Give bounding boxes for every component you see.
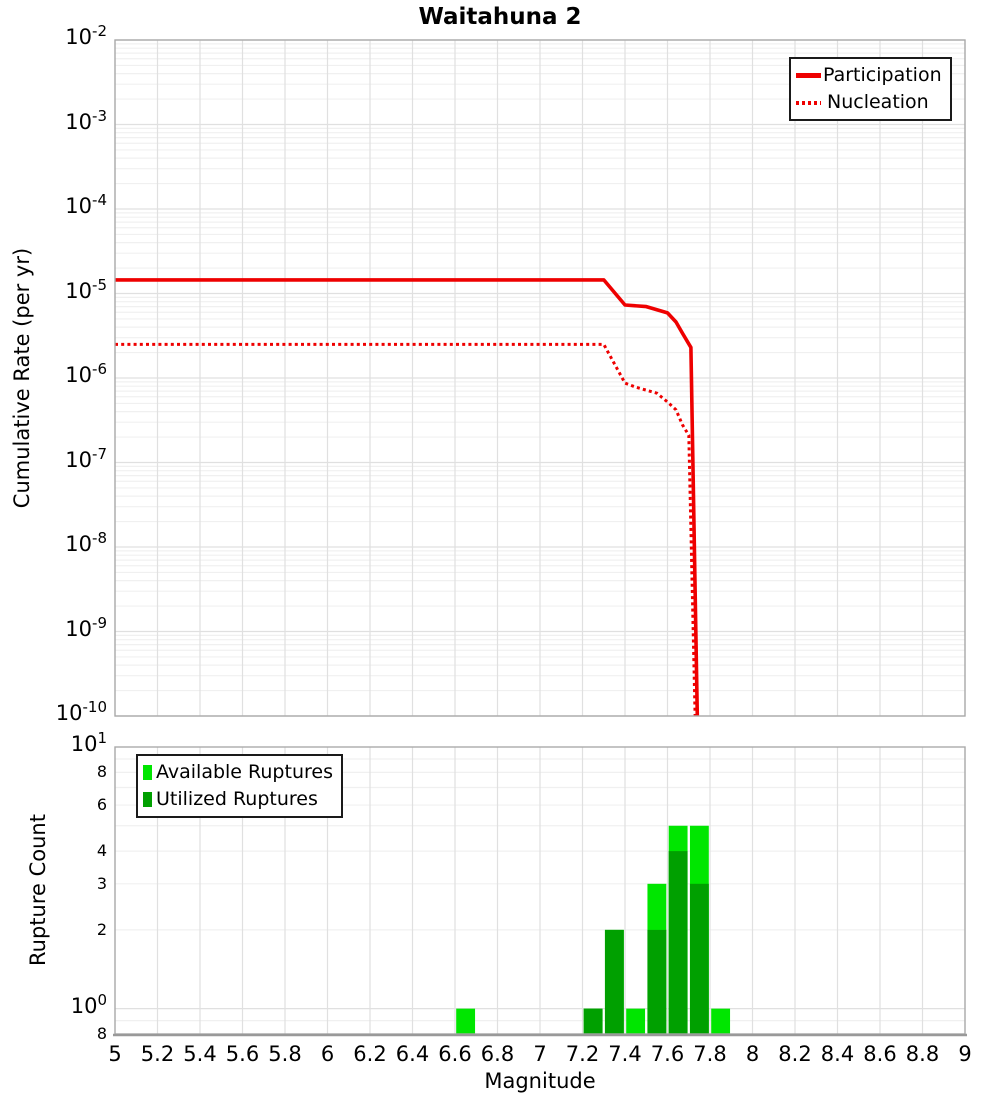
x-tick-label: 8	[745, 1042, 760, 1066]
available-bar	[626, 1008, 646, 1034]
participation-line-swatch	[796, 73, 821, 78]
bottom-y-tick-label: 4	[96, 841, 107, 861]
bottom-y-tick-label: 8	[96, 1024, 107, 1043]
nucleation-legend-label: Nucleation	[827, 91, 929, 113]
x-tick-label: 5.6	[225, 1042, 260, 1066]
x-tick-label: 5.4	[183, 1042, 217, 1066]
rate-legend: Participation Nucleation	[789, 57, 952, 121]
bottom-y-tick-label: 2	[96, 919, 107, 939]
legend-row-utilized: Utilized Ruptures	[143, 786, 333, 813]
utilized-bar	[604, 929, 624, 1034]
x-tick-label: 5	[108, 1042, 122, 1066]
bottom-y-tick-label: 8	[96, 762, 107, 782]
x-tick-label: 9	[958, 1042, 972, 1066]
utilized-legend-label: Utilized Ruptures	[156, 788, 318, 810]
legend-row-nucleation: Nucleation	[796, 89, 942, 116]
participation-legend-label: Participation	[823, 64, 942, 86]
rupture-legend: Available Ruptures Utilized Ruptures	[136, 754, 343, 818]
available-ruptures-swatch	[143, 765, 152, 780]
top-y-tick-label: 10-3	[65, 106, 107, 134]
available-legend-label: Available Ruptures	[156, 761, 333, 783]
top-y-tick-label: 10-9	[65, 613, 107, 641]
x-tick-label: 7.8	[693, 1042, 727, 1066]
top-y-tick-label: 10-5	[65, 275, 107, 303]
legend-row-available: Available Ruptures	[143, 759, 333, 786]
bottom-y-tick-label: 101	[70, 729, 107, 757]
utilized-bar	[668, 851, 688, 1034]
x-tick-label: 6	[320, 1042, 335, 1066]
x-tick-label: 5.8	[268, 1042, 302, 1066]
available-bar	[711, 1008, 731, 1034]
x-tick-label: 6.2	[353, 1042, 387, 1066]
utilized-bar	[689, 883, 709, 1034]
top-y-tick-label: 10-7	[65, 444, 107, 472]
nucleation-line	[115, 342, 697, 717]
utilized-bar	[647, 929, 667, 1034]
x-tick-label: 6.6	[438, 1042, 472, 1066]
top-y-tick-label: 10-10	[55, 698, 107, 726]
x-tick-label: 6.8	[480, 1042, 515, 1066]
top-y-axis-label: Cumulative Rate (per yr)	[10, 247, 34, 509]
bottom-y-tick-label: 3	[96, 873, 107, 893]
participation-line	[115, 278, 700, 717]
top-y-tick-label: 10-2	[65, 22, 107, 50]
x-tick-label: 8.2	[778, 1042, 812, 1066]
top-y-tick-label: 10-4	[65, 191, 107, 219]
x-axis-label: Magnitude	[484, 1069, 596, 1093]
page-title: Waitahuna 2	[418, 4, 582, 30]
utilized-ruptures-swatch	[143, 792, 152, 807]
bottom-y-axis-label: Rupture Count	[26, 814, 50, 966]
available-bar	[456, 1008, 476, 1034]
top-y-tick-label: 10-6	[65, 360, 107, 388]
x-tick-label: 8.8	[905, 1042, 940, 1066]
legend-row-participation: Participation	[796, 62, 942, 89]
x-tick-label: 8.6	[863, 1042, 897, 1066]
x-tick-label: 7.2	[565, 1042, 600, 1066]
bottom-y-tick-label: 6	[96, 795, 107, 815]
x-tick-label: 6.4	[395, 1042, 430, 1066]
nucleation-line-swatch	[796, 100, 821, 105]
x-tick-label: 8.4	[820, 1042, 855, 1066]
x-tick-label: 7.4	[608, 1042, 642, 1066]
utilized-bar	[583, 1008, 603, 1034]
bottom-y-tick-label: 100	[70, 990, 107, 1018]
x-tick-label: 7	[533, 1042, 547, 1066]
top-panel-frame	[114, 39, 966, 717]
x-tick-label: 7.6	[650, 1042, 685, 1066]
top-y-tick-label: 10-8	[65, 529, 107, 557]
x-tick-label: 5.2	[140, 1042, 175, 1066]
